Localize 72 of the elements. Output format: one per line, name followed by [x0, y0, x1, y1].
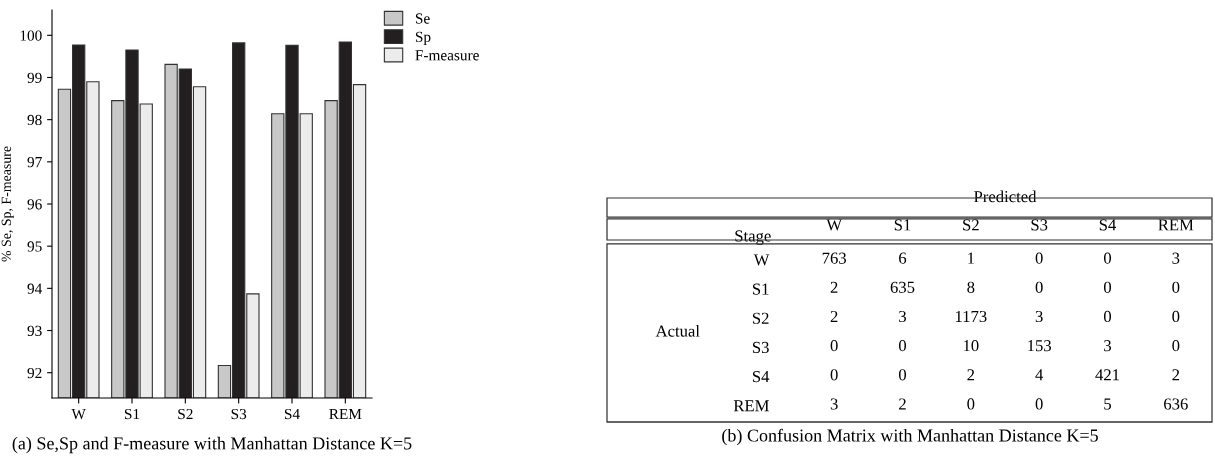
data-label: 0 [1172, 340, 1180, 352]
data-label: 3 [830, 398, 838, 410]
data-label: 3 [899, 310, 907, 323]
y-tick-label: W [753, 254, 770, 266]
data-label: 0 [898, 369, 907, 381]
data-label: 636 [1164, 398, 1188, 410]
data-label: 763 [822, 252, 847, 264]
data-label: 4 [1035, 369, 1044, 381]
x-tick-label: S3 [1031, 219, 1048, 231]
text: (b) Confusion Matrix with Manhattan Distance K=5 [722, 428, 1098, 446]
data-label: 0 [1103, 281, 1112, 293]
y-tick-label: S1 [752, 283, 769, 295]
data-label: 10 [963, 340, 979, 352]
legend-label: Sp [415, 31, 431, 46]
y-tick-label: S3 [752, 341, 769, 354]
y-tick-label: 97 [27, 157, 42, 168]
y-tick-label: 93 [27, 325, 42, 336]
data-label: 1173 [955, 310, 987, 323]
x-tick-label: S2 [178, 408, 193, 420]
x-tick-label: W [826, 219, 842, 231]
x-tick-label: S4 [1099, 219, 1117, 231]
x-tick-label: S1 [124, 408, 140, 420]
data-label: 8 [967, 281, 975, 293]
y-tick-label: 96 [27, 199, 42, 210]
y-tick-label: 92 [27, 367, 42, 379]
data-label: 0 [830, 340, 838, 352]
y-tick-label: 99 [27, 72, 42, 83]
data-label: 3 [1035, 310, 1043, 323]
data-label: 2 [967, 369, 975, 381]
data-label: 0 [1035, 398, 1043, 410]
data-label: 0 [1172, 310, 1180, 323]
x-tick-label: REM [329, 409, 362, 420]
data-label: 0 [967, 398, 975, 410]
data-label: 2 [899, 398, 906, 410]
data-label: 0 [898, 340, 907, 352]
y-tick-label: 100 [20, 30, 42, 41]
x-tick-label: W [71, 409, 86, 420]
x-tick-label: S3 [231, 408, 247, 420]
y-tick-label: S2 [752, 312, 769, 324]
data-label: 421 [1095, 369, 1119, 381]
y-tick-label: 98 [27, 114, 42, 126]
data-label: 2 [830, 281, 838, 293]
legend-label: F-measure [415, 50, 479, 61]
data-label: 0 [1172, 281, 1180, 293]
y-tick-label: REM [733, 400, 769, 412]
data-label: 153 [1028, 340, 1052, 352]
data-label: 1 [968, 252, 974, 264]
data-label: 0 [1035, 252, 1043, 264]
data-label: 0 [1103, 252, 1112, 264]
y-tick-label: 94 [27, 283, 43, 294]
y-tick-label: S4 [752, 371, 770, 383]
y-axis-title: Actual [655, 324, 700, 337]
x-tick-label: S2 [963, 219, 979, 231]
data-label: 2 [1172, 369, 1180, 381]
x-tick-label: S1 [894, 219, 911, 231]
legend-label: Se [415, 13, 430, 24]
data-label: 635 [890, 281, 915, 293]
x-tick-label: S4 [284, 408, 300, 420]
y-axis-title: % Se, Sp, F-measure [1, 146, 14, 262]
data-label: 6 [899, 252, 907, 264]
data-label: 0 [1035, 281, 1043, 293]
data-label: 5 [1104, 398, 1112, 410]
data-label: 2 [830, 310, 838, 322]
data-label: 0 [1103, 310, 1112, 323]
x-tick-label: REM [1158, 219, 1194, 231]
data-label: 3 [1104, 340, 1112, 352]
x-axis-title: Predicted [974, 190, 1037, 203]
y-tick-label: 95 [27, 241, 42, 252]
data-label: 3 [1172, 252, 1180, 264]
text: Stage [735, 230, 771, 245]
text: (a) Se,Sp and F-measure with Manhattan Distance K=5 [12, 436, 412, 454]
data-label: 0 [830, 369, 838, 381]
